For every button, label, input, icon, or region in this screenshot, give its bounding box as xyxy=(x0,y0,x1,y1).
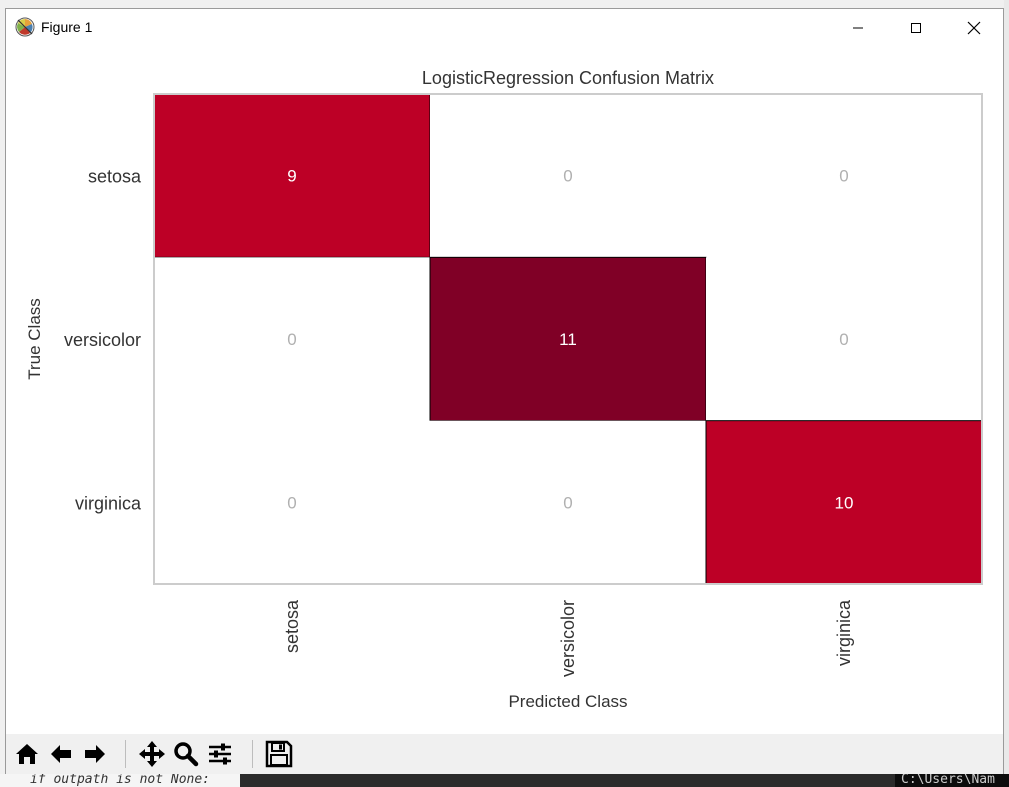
configure-subplots-icon xyxy=(208,743,231,764)
cell-value-label: 10 xyxy=(835,493,854,512)
y-tick-label-virginica: virginica xyxy=(75,493,142,513)
background-panel xyxy=(240,774,895,787)
toolbar-separator xyxy=(252,740,253,768)
background-terminal: C:\Users\Nam xyxy=(895,774,1009,787)
heatmap-cells: 9 0 0 0 11 0 0 0 10 xyxy=(153,93,983,585)
matplotlib-logo-icon xyxy=(15,17,35,37)
cell-value-label: 0 xyxy=(287,330,296,349)
close-button[interactable] xyxy=(945,9,1003,46)
toolbar-separator xyxy=(125,740,126,768)
terminal-line: C:\Users\Nam xyxy=(901,774,995,787)
y-axis-label: True Class xyxy=(25,298,44,380)
heatmap-cell-virginica-versicolor xyxy=(430,420,706,584)
heatmap-cell-versicolor-setosa xyxy=(154,257,430,421)
home-button[interactable] xyxy=(10,737,43,770)
x-axis-label: Predicted Class xyxy=(508,692,627,711)
minimize-icon xyxy=(853,27,863,28)
cell-value-label: 0 xyxy=(563,167,572,186)
maximize-button[interactable] xyxy=(887,9,945,46)
y-tick-labels: setosa versicolor virginica xyxy=(64,167,142,514)
home-icon xyxy=(15,743,38,764)
x-tick-label-virginica: virginica xyxy=(834,599,854,666)
minimize-button[interactable] xyxy=(829,9,887,46)
x-tick-labels: setosa versicolor virginica xyxy=(282,599,854,677)
chart-title: LogisticRegression Confusion Matrix xyxy=(422,68,714,88)
cell-value-label: 0 xyxy=(839,330,848,349)
background-code-editor: if outpath is not None: xyxy=(0,774,240,787)
heatmap-cell-virginica-setosa xyxy=(154,420,430,584)
forward-button[interactable] xyxy=(78,737,111,770)
back-button[interactable] xyxy=(44,737,77,770)
title-bar[interactable]: Figure 1 xyxy=(6,9,1003,46)
plot-frame xyxy=(153,93,983,585)
back-arrow-icon xyxy=(50,744,71,763)
code-line: if outpath is not None: xyxy=(30,774,211,787)
figure-window: Figure 1 LogisticRegression Confusion Ma… xyxy=(5,8,1004,774)
heatmap-cell-setosa-versicolor xyxy=(430,94,706,258)
x-tick-label-versicolor: versicolor xyxy=(558,600,578,677)
window-title: Figure 1 xyxy=(41,19,93,35)
heatmap-cell-virginica-virginica xyxy=(705,420,983,585)
pan-button[interactable] xyxy=(135,737,168,770)
cell-value-label: 9 xyxy=(287,167,296,186)
save-button[interactable] xyxy=(262,737,295,770)
zoom-icon xyxy=(173,741,198,766)
y-tick-label-setosa: setosa xyxy=(88,167,142,187)
background-window-edge xyxy=(1004,0,1009,787)
heatmap-cell-versicolor-versicolor xyxy=(429,256,707,422)
y-tick-label-versicolor: versicolor xyxy=(64,330,141,350)
cell-value-label: 0 xyxy=(287,493,296,512)
heatmap-cell-setosa-virginica xyxy=(706,94,982,258)
close-icon xyxy=(967,21,981,34)
pan-icon xyxy=(138,740,165,767)
configure-subplots-button[interactable] xyxy=(203,737,236,770)
cell-value-label: 0 xyxy=(839,167,848,186)
forward-arrow-icon xyxy=(84,744,105,763)
x-tick-label-setosa: setosa xyxy=(282,599,302,653)
save-icon xyxy=(265,740,292,767)
cell-value-label: 11 xyxy=(559,330,577,349)
cell-value-label: 0 xyxy=(563,493,572,512)
navigation-toolbar xyxy=(6,734,1003,774)
heatmap-cell-versicolor-virginica xyxy=(706,257,982,421)
maximize-icon xyxy=(911,22,921,33)
confusion-matrix-chart: LogisticRegression Confusion Matrix 9 0 0 0… xyxy=(25,68,983,711)
figure-canvas[interactable]: LogisticRegression Confusion Matrix 9 0 0 0… xyxy=(6,46,1003,734)
zoom-button[interactable] xyxy=(169,737,202,770)
